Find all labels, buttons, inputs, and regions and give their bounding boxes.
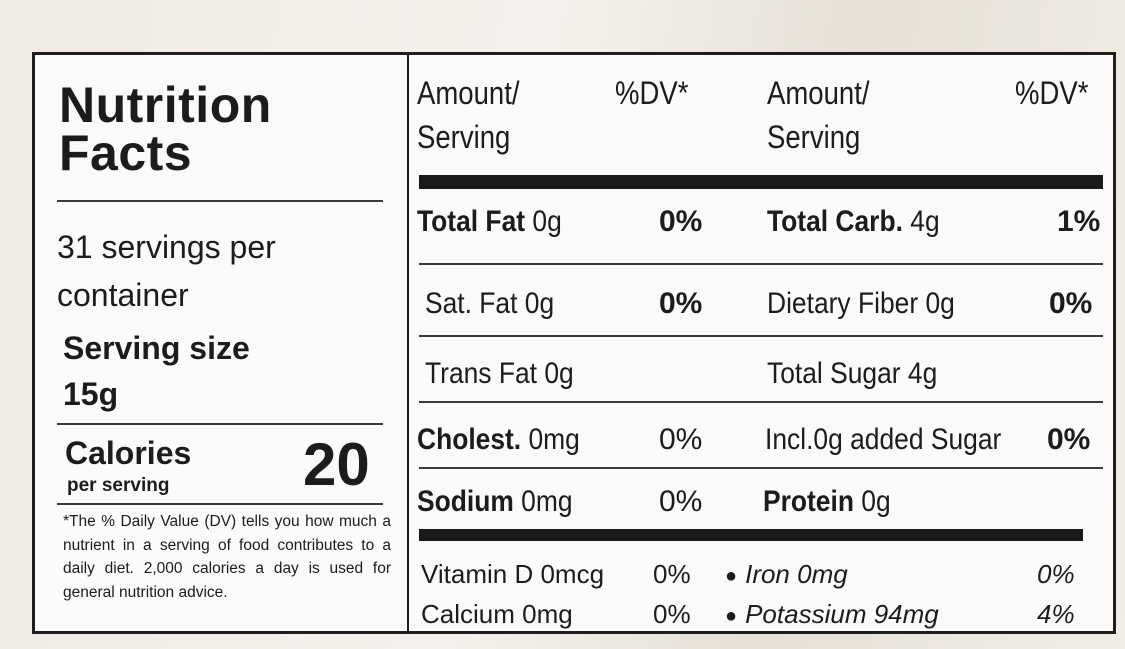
nutrient-sat-fat: Sat. Fat 0g <box>425 287 554 321</box>
nutrient-name: Sat. Fat <box>425 287 518 320</box>
header-line-1: Amount/ <box>417 75 520 111</box>
vitamin-dv: 4% <box>1037 599 1075 629</box>
nutrient-name: Incl. <box>765 423 814 456</box>
vitamin-dv: 0% <box>653 599 691 629</box>
calories-value: 20 <box>303 431 370 498</box>
nutrient-amount: 4g <box>907 357 938 390</box>
vitamin-amount: 0mcg <box>540 559 605 589</box>
serving-size-label: Serving size <box>63 330 250 366</box>
nutrient-amount: 0g <box>544 357 574 390</box>
summary-column: Nutrition Facts 31 servings per containe… <box>35 55 409 631</box>
vitamin-name: Calcium <box>421 599 515 629</box>
header-line-2: Serving <box>417 119 511 155</box>
bullet-icon: ● <box>725 605 738 628</box>
divider <box>57 423 383 425</box>
nutrient-name: Dietary Fiber <box>767 287 919 320</box>
nutrient-amount: 0mg <box>521 485 573 518</box>
amount-header-left: Amount/ Serving <box>417 71 519 159</box>
nutrient-dv: 0% <box>659 287 703 320</box>
vitamin-dv: 0% <box>653 559 691 589</box>
servings-line-2: container <box>57 277 189 313</box>
nutrient-name: Trans Fat <box>425 357 537 390</box>
nutrient-protein: Protein 0g <box>763 485 891 519</box>
nutrient-amount: 0g added Sugar <box>813 423 1002 456</box>
nutrients-table: Amount/ Serving %DV* Amount/ Serving %DV… <box>407 55 1113 631</box>
nutrient-name: Cholest. <box>417 423 522 456</box>
nutrient-amount: 0g <box>925 287 955 320</box>
amount-header-right: Amount/ Serving <box>767 71 869 159</box>
bullet-icon: ● <box>725 565 738 588</box>
vitamin-amount: 94mg <box>873 599 939 629</box>
title-line-1: Nutrition <box>59 77 272 133</box>
nutrient-amount: 4g <box>910 205 940 238</box>
vitamin-dv: 0% <box>1037 559 1075 589</box>
nutrient-dietary-fiber: Dietary Fiber 0g <box>767 287 955 321</box>
nutrient-name: Protein <box>763 485 854 518</box>
thick-rule <box>419 175 1103 189</box>
nutrient-trans-fat: Trans Fat 0g <box>425 357 574 391</box>
header-line-1: Amount/ <box>767 75 870 111</box>
nutrient-name: Total Sugar <box>767 357 901 390</box>
row-divider <box>419 263 1103 265</box>
nutrient-amount: 0g <box>524 287 555 320</box>
servings-line-1: 31 servings per <box>57 229 276 265</box>
divider <box>57 200 383 202</box>
calories-per-serving: per serving <box>67 475 170 496</box>
calories-label: Calories <box>65 435 192 471</box>
row-divider <box>419 467 1103 469</box>
label-title: Nutrition Facts <box>59 77 272 181</box>
nutrient-amount: 0g <box>532 205 562 238</box>
title-line-2: Facts <box>59 125 193 181</box>
mineral-iron: ● Iron 0mg <box>725 559 848 591</box>
nutrient-added-sugar: Incl.0g added Sugar <box>765 423 1001 457</box>
vitamin-amount: 0mg <box>797 559 848 589</box>
nutrient-dv: 1% <box>1057 205 1101 238</box>
thick-rule <box>419 529 1083 541</box>
nutrient-name: Total Fat <box>417 205 526 238</box>
nutrient-dv: 0% <box>659 485 703 518</box>
nutrient-amount: 0mg <box>528 423 580 456</box>
vitamin-d: Vitamin D 0mcg <box>421 559 604 589</box>
nutrient-sodium: Sodium 0mg <box>417 485 572 519</box>
dv-header-left: %DV* <box>615 75 689 111</box>
vitamin-name: Iron <box>745 559 790 589</box>
mineral-calcium: Calcium 0mg <box>421 599 573 629</box>
nutrient-cholesterol: Cholest. 0mg <box>417 423 580 457</box>
nutrient-name: Sodium <box>417 485 514 518</box>
vitamin-name: Potassium <box>745 599 867 629</box>
nutrient-dv: 0% <box>1049 287 1093 320</box>
nutrient-amount: 0g <box>861 485 891 518</box>
row-divider <box>419 335 1103 337</box>
nutrient-dv: 0% <box>1047 423 1091 456</box>
nutrient-dv: 0% <box>659 423 703 456</box>
vitamin-name: Vitamin D <box>421 559 534 589</box>
serving-size-value: 15g <box>63 376 119 412</box>
serving-size: Serving size 15g <box>63 325 250 417</box>
nutrient-total-sugar: Total Sugar 4g <box>767 357 937 391</box>
mineral-potassium: ● Potassium 94mg <box>725 599 939 631</box>
row-divider <box>419 401 1103 403</box>
header-line-2: Serving <box>767 119 861 155</box>
divider <box>57 503 383 505</box>
nutrition-facts-panel: Nutrition Facts 31 servings per containe… <box>32 52 1116 634</box>
nutrient-dv: 0% <box>659 205 703 238</box>
nutrient-name: Total Carb. <box>767 205 903 238</box>
servings-per-container: 31 servings per container <box>57 223 377 319</box>
dv-header-right: %DV* <box>1015 75 1089 111</box>
nutrient-total-carb: Total Carb. 4g <box>767 205 940 239</box>
nutrient-total-fat: Total Fat 0g <box>417 205 562 239</box>
daily-value-footnote: *The % Daily Value (DV) tells you how mu… <box>63 513 391 601</box>
vitamin-amount: 0mg <box>522 599 573 629</box>
